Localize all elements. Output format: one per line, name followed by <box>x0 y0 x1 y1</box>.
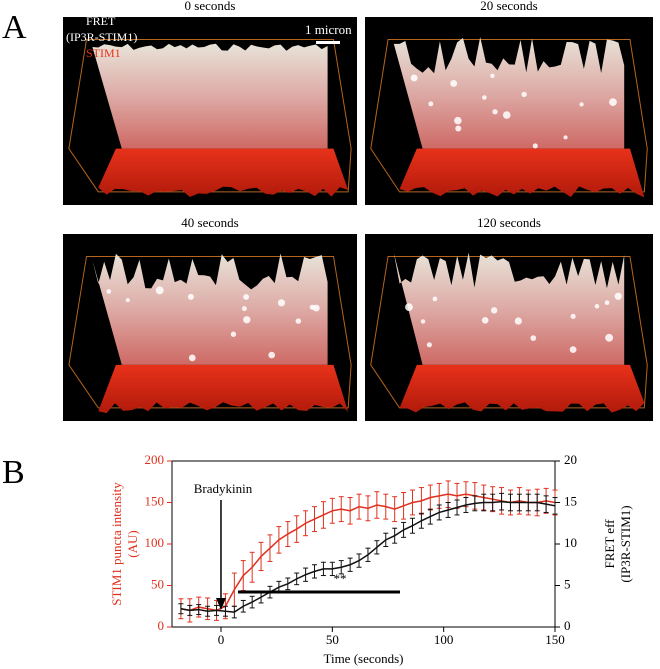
y-tick-label: 0 <box>158 618 165 633</box>
x-tick-label: 0 <box>218 632 225 647</box>
puncta <box>514 317 522 325</box>
y2-tick-label: 10 <box>564 535 577 550</box>
y-tick-label: 150 <box>145 493 165 508</box>
puncta <box>268 351 275 359</box>
bounding-box <box>370 39 648 193</box>
puncta <box>521 91 527 98</box>
stim1-band <box>98 364 349 414</box>
y2-axis-label: (IP3R-STIM1) <box>618 505 633 582</box>
puncta <box>605 333 614 342</box>
surface <box>92 43 328 149</box>
y-tick-label: 200 <box>145 452 165 467</box>
y2-tick-label: 5 <box>564 576 571 591</box>
puncta <box>614 292 622 300</box>
frame-title: 40 seconds <box>181 215 238 230</box>
series-line <box>180 500 556 613</box>
bounding-box <box>68 39 352 193</box>
y2-tick-label: 20 <box>564 452 577 467</box>
x-tick-label: 150 <box>545 632 565 647</box>
puncta <box>106 289 112 294</box>
y2-axis-label: FRET eff <box>602 519 617 569</box>
y-tick-label: 50 <box>151 576 164 591</box>
puncta <box>243 294 250 300</box>
puncta <box>155 286 164 295</box>
y-axis-label: STIM1 puncta intensity <box>109 482 124 606</box>
panel-label: B <box>2 454 25 491</box>
surface <box>92 253 328 365</box>
surface <box>393 37 625 149</box>
puncta <box>188 354 196 362</box>
puncta <box>530 335 537 341</box>
x-tick-label: 50 <box>326 632 339 647</box>
puncta <box>405 303 413 311</box>
puncta <box>420 319 426 324</box>
y2-tick-label: 15 <box>564 493 577 508</box>
scale-bar <box>316 41 340 44</box>
y2-tick-label: 0 <box>564 618 571 633</box>
stim1-band <box>399 364 645 413</box>
puncta <box>241 306 247 312</box>
puncta <box>428 101 434 107</box>
puncta <box>450 80 458 87</box>
legend-stim1: STIM1 <box>86 46 121 60</box>
annotation: Bradykinin <box>194 481 253 496</box>
frame-title: 20 seconds <box>480 0 537 13</box>
frame-title: 120 seconds <box>477 215 541 230</box>
legend-fret: (IP3R-STIM1) <box>66 30 137 44</box>
puncta <box>532 143 538 149</box>
puncta <box>569 346 577 354</box>
puncta <box>579 102 584 107</box>
bounding-box <box>68 255 352 409</box>
puncta <box>426 342 432 348</box>
puncta <box>604 300 610 306</box>
stim1-band <box>98 148 349 197</box>
puncta <box>295 318 302 324</box>
puncta <box>230 331 237 337</box>
annotation: ** <box>334 571 347 586</box>
puncta <box>312 304 320 312</box>
puncta <box>490 73 495 79</box>
puncta <box>187 293 194 300</box>
puncta <box>455 125 462 132</box>
puncta <box>563 135 568 140</box>
puncta <box>502 111 511 119</box>
puncta <box>594 304 600 309</box>
puncta <box>492 109 498 115</box>
x-tick-label: 100 <box>434 632 454 647</box>
surface <box>393 252 625 365</box>
frame-title: 0 seconds <box>185 0 236 13</box>
puncta <box>125 298 130 303</box>
stim1-band <box>399 148 645 198</box>
y-tick-label: 100 <box>145 535 165 550</box>
y-axis-label: (AU) <box>125 530 140 557</box>
puncta <box>609 98 617 107</box>
panel-label: A <box>2 9 27 46</box>
arrow-head <box>215 598 226 610</box>
puncta <box>482 95 487 100</box>
scale-bar-label: 1 micron <box>305 22 352 37</box>
puncta <box>481 316 489 324</box>
bounding-box <box>370 255 648 409</box>
puncta <box>410 74 418 82</box>
puncta <box>432 296 438 302</box>
puncta <box>570 313 576 319</box>
legend-fret: FRET <box>86 14 116 28</box>
puncta <box>454 116 462 125</box>
puncta <box>243 316 251 324</box>
x-axis-label: Time (seconds) <box>323 651 403 666</box>
puncta <box>277 299 286 307</box>
puncta <box>490 307 498 314</box>
